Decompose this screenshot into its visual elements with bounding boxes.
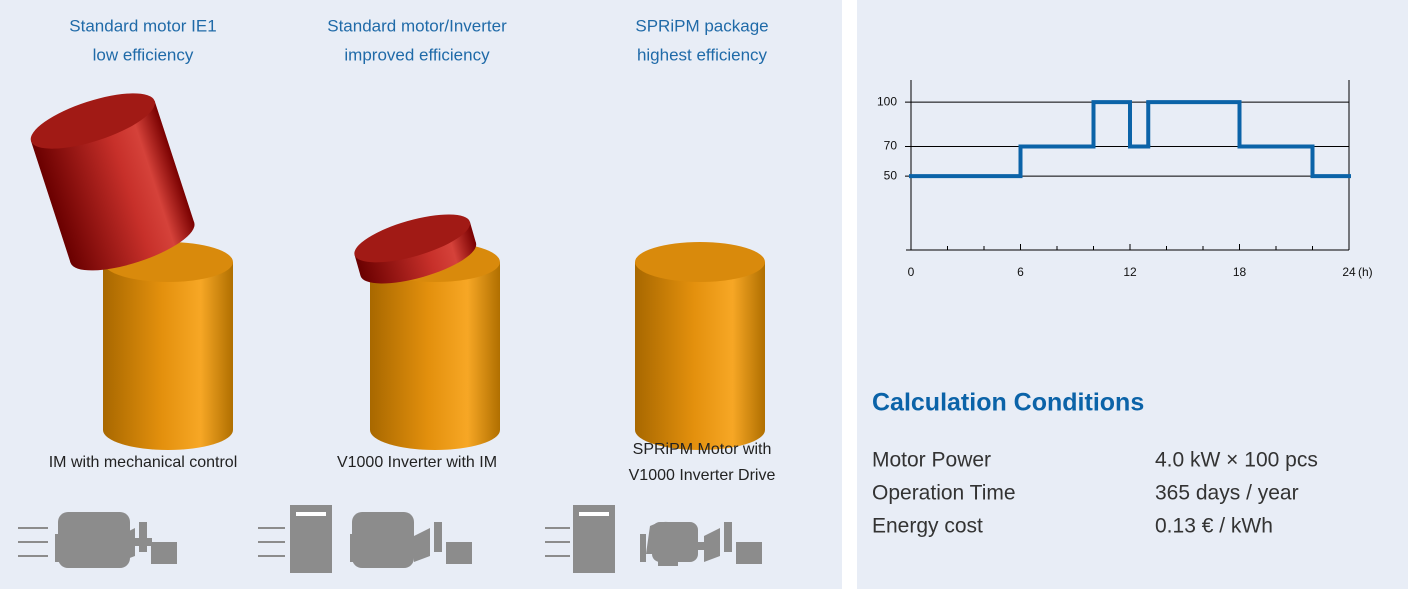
drive-icons [18,505,762,573]
column-heading: Standard motor/Inverter [327,16,507,35]
condition-label: Energy cost [872,515,983,538]
column-heading: Standard motor IE1 [69,16,216,35]
column-heading: highest efficiency [637,45,768,64]
column-caption: IM with mechanical control [49,454,238,471]
condition-value: 4.0 kW × 100 pcs [1155,449,1318,472]
x-tick-label: 18 [1233,265,1247,279]
column-heading: SPRiPM package [635,16,768,35]
cylinders [30,93,765,450]
column-caption: SPRiPM Motor with [633,441,772,458]
condition-value: 0.13 € / kWh [1155,515,1273,538]
column-heading: improved efficiency [344,45,490,64]
x-tick-label: 6 [1017,265,1024,279]
y-tick-label: 70 [884,139,898,153]
y-tick-label: 100 [877,94,897,108]
right-panel [857,0,1408,589]
x-tick-label: 24 [1342,265,1356,279]
conditions-title: Calculation Conditions [872,389,1144,417]
chart: 50 70 100 0 6 12 18 24 (h) [877,80,1373,279]
column-caption: V1000 Inverter Drive [629,467,776,484]
x-tick-label: 0 [908,265,915,279]
x-axis-label: (h) [1358,265,1373,279]
x-tick-label: 12 [1123,265,1137,279]
condition-label: Motor Power [872,449,991,472]
column-caption: V1000 Inverter with IM [337,454,497,471]
condition-value: 365 days / year [1155,482,1299,505]
y-tick-label: 50 [884,168,898,182]
column-heading: low efficiency [93,45,194,64]
condition-label: Operation Time [872,482,1016,505]
